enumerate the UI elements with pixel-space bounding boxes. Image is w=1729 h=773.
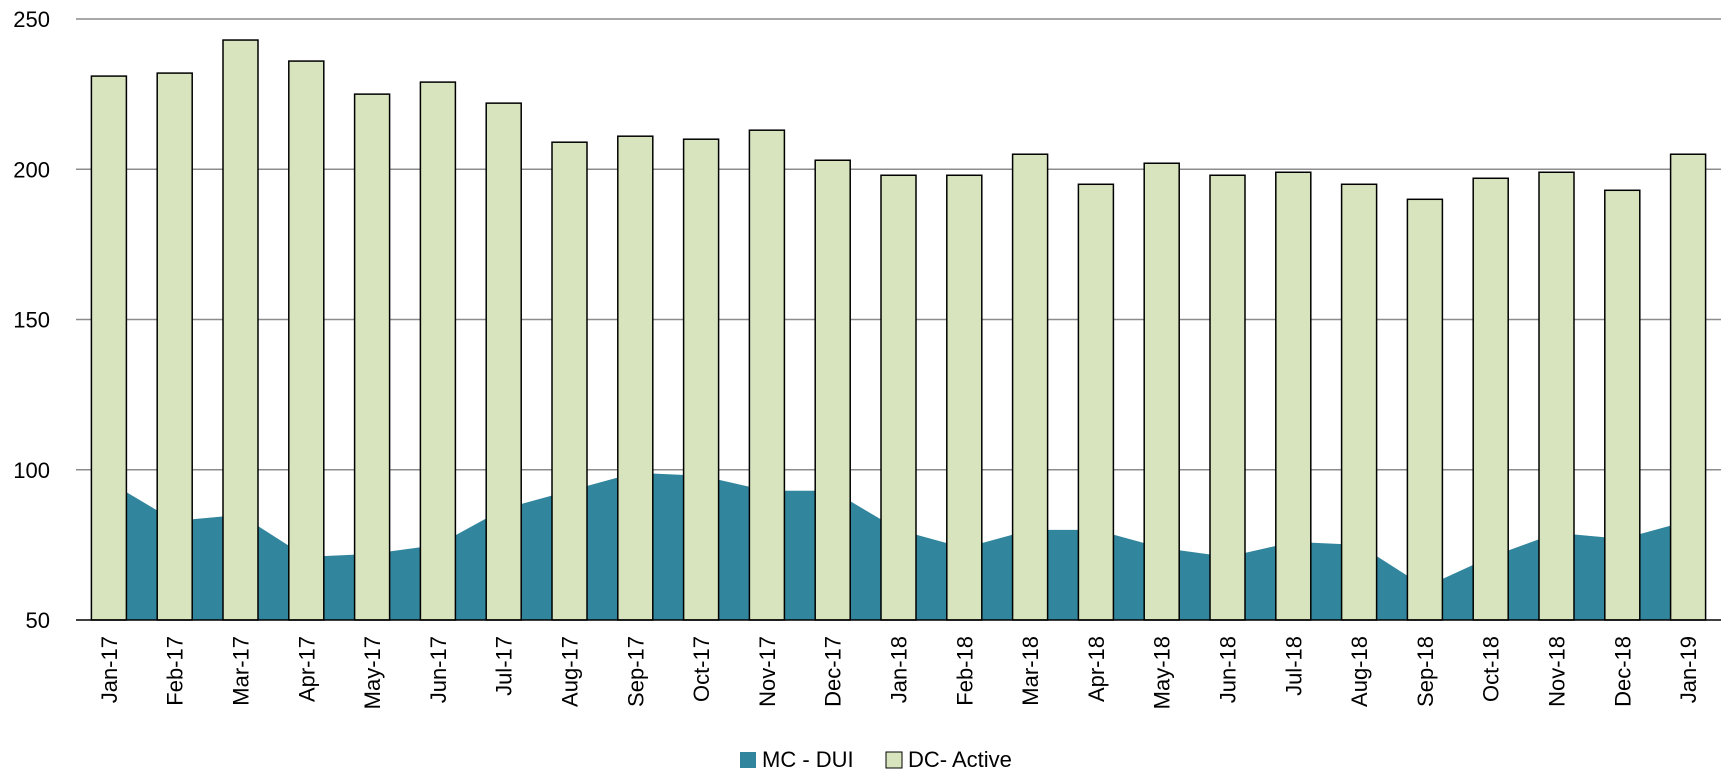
x-tick-label: Dec-18 <box>1610 636 1635 707</box>
x-tick-label: Jan-17 <box>97 636 122 703</box>
dc-active-bar <box>551 141 588 621</box>
x-tick-label: Apr-18 <box>1084 636 1109 702</box>
dc-active-bar <box>288 60 325 621</box>
dc-active-bar <box>1669 153 1707 621</box>
legend-swatch-mc-dui <box>740 752 756 768</box>
dc-active-bar <box>748 129 786 621</box>
x-tick-label: Oct-18 <box>1479 636 1504 702</box>
x-tick-label: Jun-18 <box>1216 636 1241 703</box>
x-tick-label: Feb-17 <box>163 636 188 706</box>
dc-active-bar <box>682 138 720 621</box>
y-tick-labels: 50 100 150 200 250 <box>13 7 50 633</box>
x-tick-label: Jul-18 <box>1281 636 1306 696</box>
dc-active-bar <box>1011 153 1049 621</box>
dc-active-bar <box>1472 177 1509 621</box>
dc-active-bar <box>1077 183 1115 621</box>
y-tick-label: 150 <box>13 308 50 333</box>
y-tick-label: 50 <box>26 608 50 633</box>
x-tick-label: Aug-17 <box>558 636 583 707</box>
x-tick-label: Feb-18 <box>952 636 977 706</box>
x-tick-label: Dec-17 <box>821 636 846 707</box>
x-tick-label: Sep-17 <box>623 636 648 707</box>
x-tick-label: Jul-17 <box>492 636 517 696</box>
dc-active-bar <box>946 174 983 621</box>
x-tick-label: Apr-17 <box>294 636 319 702</box>
x-tick-label: Jan-19 <box>1676 636 1701 703</box>
legend-swatch-dc-active <box>885 751 903 769</box>
dc-active-bar <box>1275 171 1312 621</box>
dc-active-bar <box>485 102 522 621</box>
dc-active-bar-layer <box>90 39 1707 621</box>
dc-active-bar <box>617 135 654 621</box>
x-tick-label: Aug-18 <box>1347 636 1372 707</box>
dc-active-bar <box>1209 174 1246 621</box>
dc-active-bar <box>156 72 193 621</box>
x-tick-label: Nov-17 <box>755 636 780 707</box>
x-tick-label: Jan-18 <box>887 636 912 703</box>
dc-active-bar <box>222 39 259 621</box>
dc-active-bar <box>814 159 851 621</box>
x-tick-label: Nov-18 <box>1545 636 1570 707</box>
x-tick-label: Oct-17 <box>689 636 714 702</box>
dc-active-bar <box>1406 198 1444 621</box>
x-tick-label: Mar-18 <box>1018 636 1043 706</box>
x-tick-labels: Jan-17 Feb-17 Mar-17 Apr-17 May-17 Jun-17 Jul-… <box>97 636 1701 709</box>
dc-active-bar <box>1604 189 1641 621</box>
x-tick-label: May-18 <box>1150 636 1175 709</box>
legend: MC - DUI DC- Active <box>740 747 1012 772</box>
dc-active-bar <box>1340 183 1378 621</box>
y-tick-label: 200 <box>13 157 50 182</box>
dc-active-bar <box>353 93 391 621</box>
dc-active-bar <box>419 81 457 621</box>
dc-active-bar <box>1538 171 1575 621</box>
y-tick-label: 250 <box>13 7 50 32</box>
legend-label-dc-active: DC- Active <box>908 747 1012 772</box>
dc-active-bar <box>1143 162 1180 621</box>
x-tick-label: Sep-18 <box>1413 636 1438 707</box>
x-tick-label: Jun-17 <box>426 636 451 703</box>
dc-active-bar <box>880 174 917 621</box>
legend-label-mc-dui: MC - DUI <box>762 747 854 772</box>
x-tick-label: May-17 <box>360 636 385 709</box>
dc-active-bar <box>90 75 128 621</box>
x-tick-label: Mar-17 <box>229 636 254 706</box>
y-tick-label: 100 <box>13 458 50 483</box>
